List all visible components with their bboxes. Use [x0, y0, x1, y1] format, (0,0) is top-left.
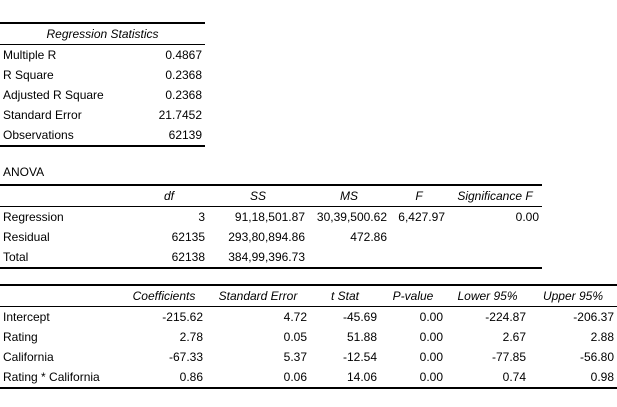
t-cell: -45.69	[342, 310, 377, 324]
row-label: Intercept	[3, 310, 50, 324]
row-label: Standard Error	[3, 108, 82, 122]
header-coefficients: Coefficients	[122, 284, 206, 307]
coefficients-table: Coefficients Standard Error t Stat P-val…	[0, 284, 617, 389]
df-cell: 62138	[130, 247, 208, 269]
anova-label: ANOVA	[3, 165, 45, 179]
header-df: df	[130, 184, 208, 207]
row-label: Rating * California	[0, 367, 122, 389]
row-value: 0.4867	[165, 48, 203, 62]
row-value: 62139	[135, 125, 206, 147]
row-value: 21.7452	[158, 108, 203, 122]
df-cell: 62135	[171, 230, 205, 244]
ss-cell: 91,18,501.87	[234, 210, 305, 224]
table-row: Residual 62135 293,80,894.86 472.86	[0, 227, 542, 247]
row-label: R Square	[3, 68, 54, 82]
t-cell: 14.06	[310, 367, 380, 389]
coef-cell: -67.33	[168, 350, 203, 364]
row-value: 0.2368	[165, 88, 203, 102]
table-row: Intercept -215.62 4.72 -45.69 0.00 -224.…	[0, 307, 617, 328]
row-label: California	[3, 350, 54, 364]
table-row: R Square 0.2368	[0, 65, 205, 85]
f-cell	[390, 247, 448, 269]
regression-statistics-title: Regression Statistics	[0, 22, 206, 45]
ms-cell: 30,39,500.62	[316, 210, 387, 224]
p-cell: 0.00	[419, 330, 443, 344]
table-row: Observations 62139	[0, 125, 206, 147]
table-row: Regression 3 91,18,501.87 30,39,500.62 6…	[0, 207, 542, 228]
regression-statistics-table: Regression Statistics Multiple R 0.4867 …	[0, 22, 206, 147]
p-cell: 0.00	[419, 310, 443, 324]
upper-cell: 0.98	[529, 367, 617, 389]
f-cell	[390, 227, 448, 247]
sig-f-cell	[448, 247, 542, 269]
row-value: 0.2368	[165, 68, 203, 82]
t-cell: -12.54	[342, 350, 377, 364]
sig-f-cell: 0.00	[515, 210, 539, 224]
ss-cell: 293,80,894.86	[228, 230, 305, 244]
table-row: Adjusted R Square 0.2368	[0, 85, 205, 105]
upper-cell: -56.80	[579, 350, 614, 364]
header-p-value: P-value	[380, 284, 446, 307]
lower-cell: -77.85	[491, 350, 526, 364]
header-standard-error: Standard Error	[206, 284, 310, 307]
row-label: Observations	[0, 125, 135, 147]
upper-cell: -206.37	[573, 310, 614, 324]
table-row: Multiple R 0.4867	[0, 45, 205, 66]
coefficients-header-row: Coefficients Standard Error t Stat P-val…	[0, 284, 617, 307]
lower-cell: -224.87	[485, 310, 526, 324]
header-significance-f: Significance F	[448, 184, 542, 207]
row-label: Total	[0, 247, 130, 269]
coef-cell: -215.62	[162, 310, 203, 324]
p-cell: 0.00	[419, 350, 443, 364]
lower-cell: 2.67	[502, 330, 526, 344]
row-label: Residual	[3, 230, 50, 244]
ms-cell: 472.86	[350, 230, 387, 244]
lower-cell: 0.74	[446, 367, 529, 389]
table-row: Rating 2.78 0.05 51.88 0.00 2.67 2.88	[0, 327, 617, 347]
coef-cell: 2.78	[179, 330, 203, 344]
se-cell: 4.72	[283, 310, 307, 324]
header-ms: MS	[308, 184, 390, 207]
row-label: Regression	[3, 210, 64, 224]
table-row: California -67.33 5.37 -12.54 0.00 -77.8…	[0, 347, 617, 367]
row-label: Multiple R	[3, 48, 57, 62]
header-upper-95: Upper 95%	[529, 284, 617, 307]
header-t-stat: t Stat	[310, 284, 380, 307]
row-label: Adjusted R Square	[3, 88, 104, 102]
header-ss: SS	[208, 184, 308, 207]
table-row: Standard Error 21.7452	[0, 105, 205, 125]
ms-cell	[308, 247, 390, 269]
upper-cell: 2.88	[590, 330, 614, 344]
header-f: F	[390, 184, 448, 207]
header-cell	[0, 184, 130, 207]
table-row: Rating * California 0.86 0.06 14.06 0.00…	[0, 367, 617, 389]
ss-cell: 384,99,396.73	[208, 247, 308, 269]
anova-table: df SS MS F Significance F Regression 3 9…	[0, 184, 542, 269]
t-cell: 51.88	[346, 330, 377, 344]
f-cell: 6,427.97	[398, 210, 445, 224]
df-cell: 3	[198, 210, 205, 224]
se-cell: 0.06	[206, 367, 310, 389]
sig-f-cell	[448, 227, 542, 247]
p-cell: 0.00	[380, 367, 446, 389]
anova-header-row: df SS MS F Significance F	[0, 184, 542, 207]
coef-cell: 0.86	[122, 367, 206, 389]
table-row: Total 62138 384,99,396.73	[0, 247, 542, 269]
se-cell: 0.05	[283, 330, 307, 344]
header-lower-95: Lower 95%	[446, 284, 529, 307]
header-cell	[0, 284, 122, 307]
row-label: Rating	[3, 330, 38, 344]
se-cell: 5.37	[283, 350, 307, 364]
